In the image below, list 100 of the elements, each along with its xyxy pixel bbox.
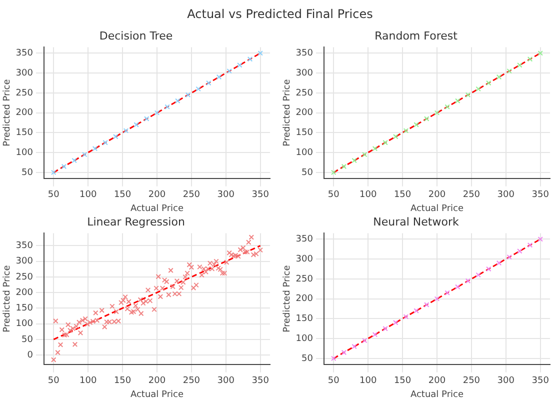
point <box>434 296 440 302</box>
y-tick-label: 250 <box>296 274 314 284</box>
point <box>226 68 232 74</box>
point <box>455 284 460 290</box>
point <box>465 92 471 98</box>
x-tick-label: 150 <box>114 190 132 200</box>
point <box>465 278 471 284</box>
x-tick-label: 300 <box>217 376 235 386</box>
y-tick-label: 0 <box>27 350 34 360</box>
point <box>164 104 170 110</box>
y-tick-label: 150 <box>296 128 314 138</box>
x-tick-label: 100 <box>79 376 97 386</box>
x-tick-label: 350 <box>252 190 270 200</box>
point <box>185 92 191 98</box>
text: Actual vs Predicted Final Prices <box>187 7 373 21</box>
point <box>527 242 533 248</box>
point <box>444 104 450 110</box>
x-tick-label: 150 <box>114 376 132 386</box>
point <box>362 152 368 158</box>
point <box>175 98 180 104</box>
x-tick-label: 150 <box>394 190 412 200</box>
point <box>196 86 201 92</box>
point <box>486 266 492 272</box>
y-axis-title: Predicted Price <box>2 264 13 332</box>
x-tick-label: 250 <box>182 190 200 200</box>
point <box>123 128 129 134</box>
x-tick-label: 50 <box>48 376 60 386</box>
point <box>455 98 460 104</box>
y-axis-title: Predicted Price <box>282 78 293 146</box>
point <box>496 260 502 266</box>
x-tick-label: 300 <box>217 190 235 200</box>
y-tick-label: 100 <box>296 334 314 344</box>
point <box>341 164 347 170</box>
point <box>113 134 118 140</box>
y-tick-label: 300 <box>296 68 314 78</box>
point <box>154 110 160 116</box>
point <box>102 140 108 146</box>
x-tick-label: 150 <box>394 376 412 386</box>
y-axis-title: Predicted Price <box>2 78 13 146</box>
y-tick-label: 200 <box>16 108 34 118</box>
x-tick-label: 350 <box>252 376 270 386</box>
point <box>82 152 88 158</box>
point <box>538 50 543 56</box>
x-tick-label: 250 <box>462 190 480 200</box>
x-tick-label: 250 <box>182 376 200 386</box>
point <box>506 68 512 74</box>
point <box>486 80 492 86</box>
point <box>352 158 357 164</box>
y-tick-label: 250 <box>16 88 34 98</box>
x-tick-label: 100 <box>359 376 377 386</box>
point <box>444 290 450 296</box>
y-tick-label: 50 <box>22 168 34 178</box>
x-tick-label: 300 <box>497 376 515 386</box>
x-tick-label: 200 <box>148 376 166 386</box>
point <box>92 146 98 152</box>
y-tick-label: 100 <box>16 319 34 330</box>
chart-title: Random Forest <box>374 29 458 42</box>
y-tick-label: 350 <box>296 48 314 59</box>
point <box>372 332 378 338</box>
point <box>331 170 336 176</box>
point <box>403 128 409 134</box>
y-tick-label: 50 <box>22 334 34 345</box>
x-tick-label: 100 <box>79 190 97 200</box>
point <box>414 122 419 128</box>
y-tick-label: 150 <box>296 314 314 324</box>
point <box>506 254 512 260</box>
y-tick-label: 50 <box>302 168 314 178</box>
point <box>517 62 522 68</box>
point <box>237 62 242 68</box>
y-tick-label: 250 <box>16 272 34 282</box>
point <box>527 56 533 62</box>
x-axis-title: Actual Price <box>410 390 464 400</box>
point <box>476 272 481 278</box>
point <box>362 338 368 344</box>
point <box>72 158 77 164</box>
x-tick-label: 350 <box>532 376 550 386</box>
point <box>393 320 398 326</box>
x-axis-title: Actual Price <box>130 204 184 214</box>
point <box>403 314 409 320</box>
y-tick-label: 200 <box>296 294 314 304</box>
y-tick-label: 350 <box>16 48 34 59</box>
y-tick-label: 150 <box>16 128 34 138</box>
y-tick-label: 350 <box>16 241 34 252</box>
x-tick-label: 100 <box>359 190 377 200</box>
x-tick-label: 300 <box>497 190 515 200</box>
chart-title: Neural Network <box>373 215 460 228</box>
point <box>216 74 222 80</box>
y-tick-label: 200 <box>296 108 314 118</box>
point <box>206 80 212 86</box>
point <box>51 170 56 176</box>
point <box>382 140 388 146</box>
x-tick-label: 50 <box>48 190 60 200</box>
point <box>134 122 139 128</box>
x-tick-label: 200 <box>428 190 446 200</box>
y-tick-label: 100 <box>16 148 34 158</box>
x-axis-title: Actual Price <box>410 204 464 214</box>
y-tick-label: 200 <box>16 288 34 298</box>
chart-title: Decision Tree <box>99 29 173 42</box>
point <box>538 236 543 242</box>
x-tick-label: 350 <box>532 190 550 200</box>
